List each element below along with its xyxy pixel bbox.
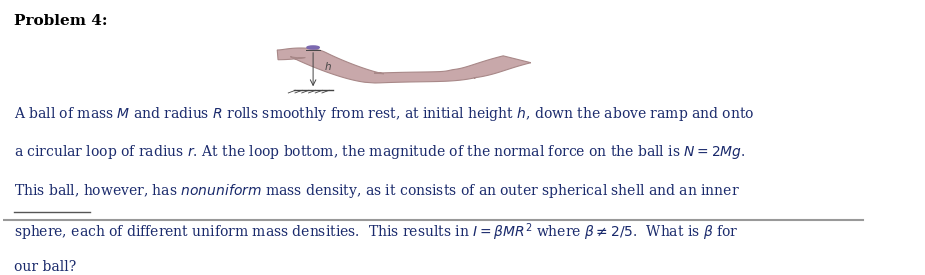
Text: $h$: $h$ bbox=[324, 60, 332, 72]
Text: sphere, each of different uniform mass densities.  This results in $I = \beta MR: sphere, each of different uniform mass d… bbox=[14, 221, 739, 243]
Text: A ball of mass $M$ and radius $R$ rolls smoothly from rest, at initial height $h: A ball of mass $M$ and radius $R$ rolls … bbox=[14, 105, 755, 123]
Circle shape bbox=[307, 46, 319, 49]
Polygon shape bbox=[278, 48, 531, 83]
Text: This ball, however, has $\mathit{nonuniform}$ mass density, as it consists of an: This ball, however, has $\mathit{nonunif… bbox=[14, 182, 740, 200]
Text: Problem 4:: Problem 4: bbox=[14, 14, 108, 28]
Text: a circular loop of radius $r$. At the loop bottom, the magnitude of the normal f: a circular loop of radius $r$. At the lo… bbox=[14, 144, 746, 161]
Text: our ball?: our ball? bbox=[14, 260, 77, 274]
